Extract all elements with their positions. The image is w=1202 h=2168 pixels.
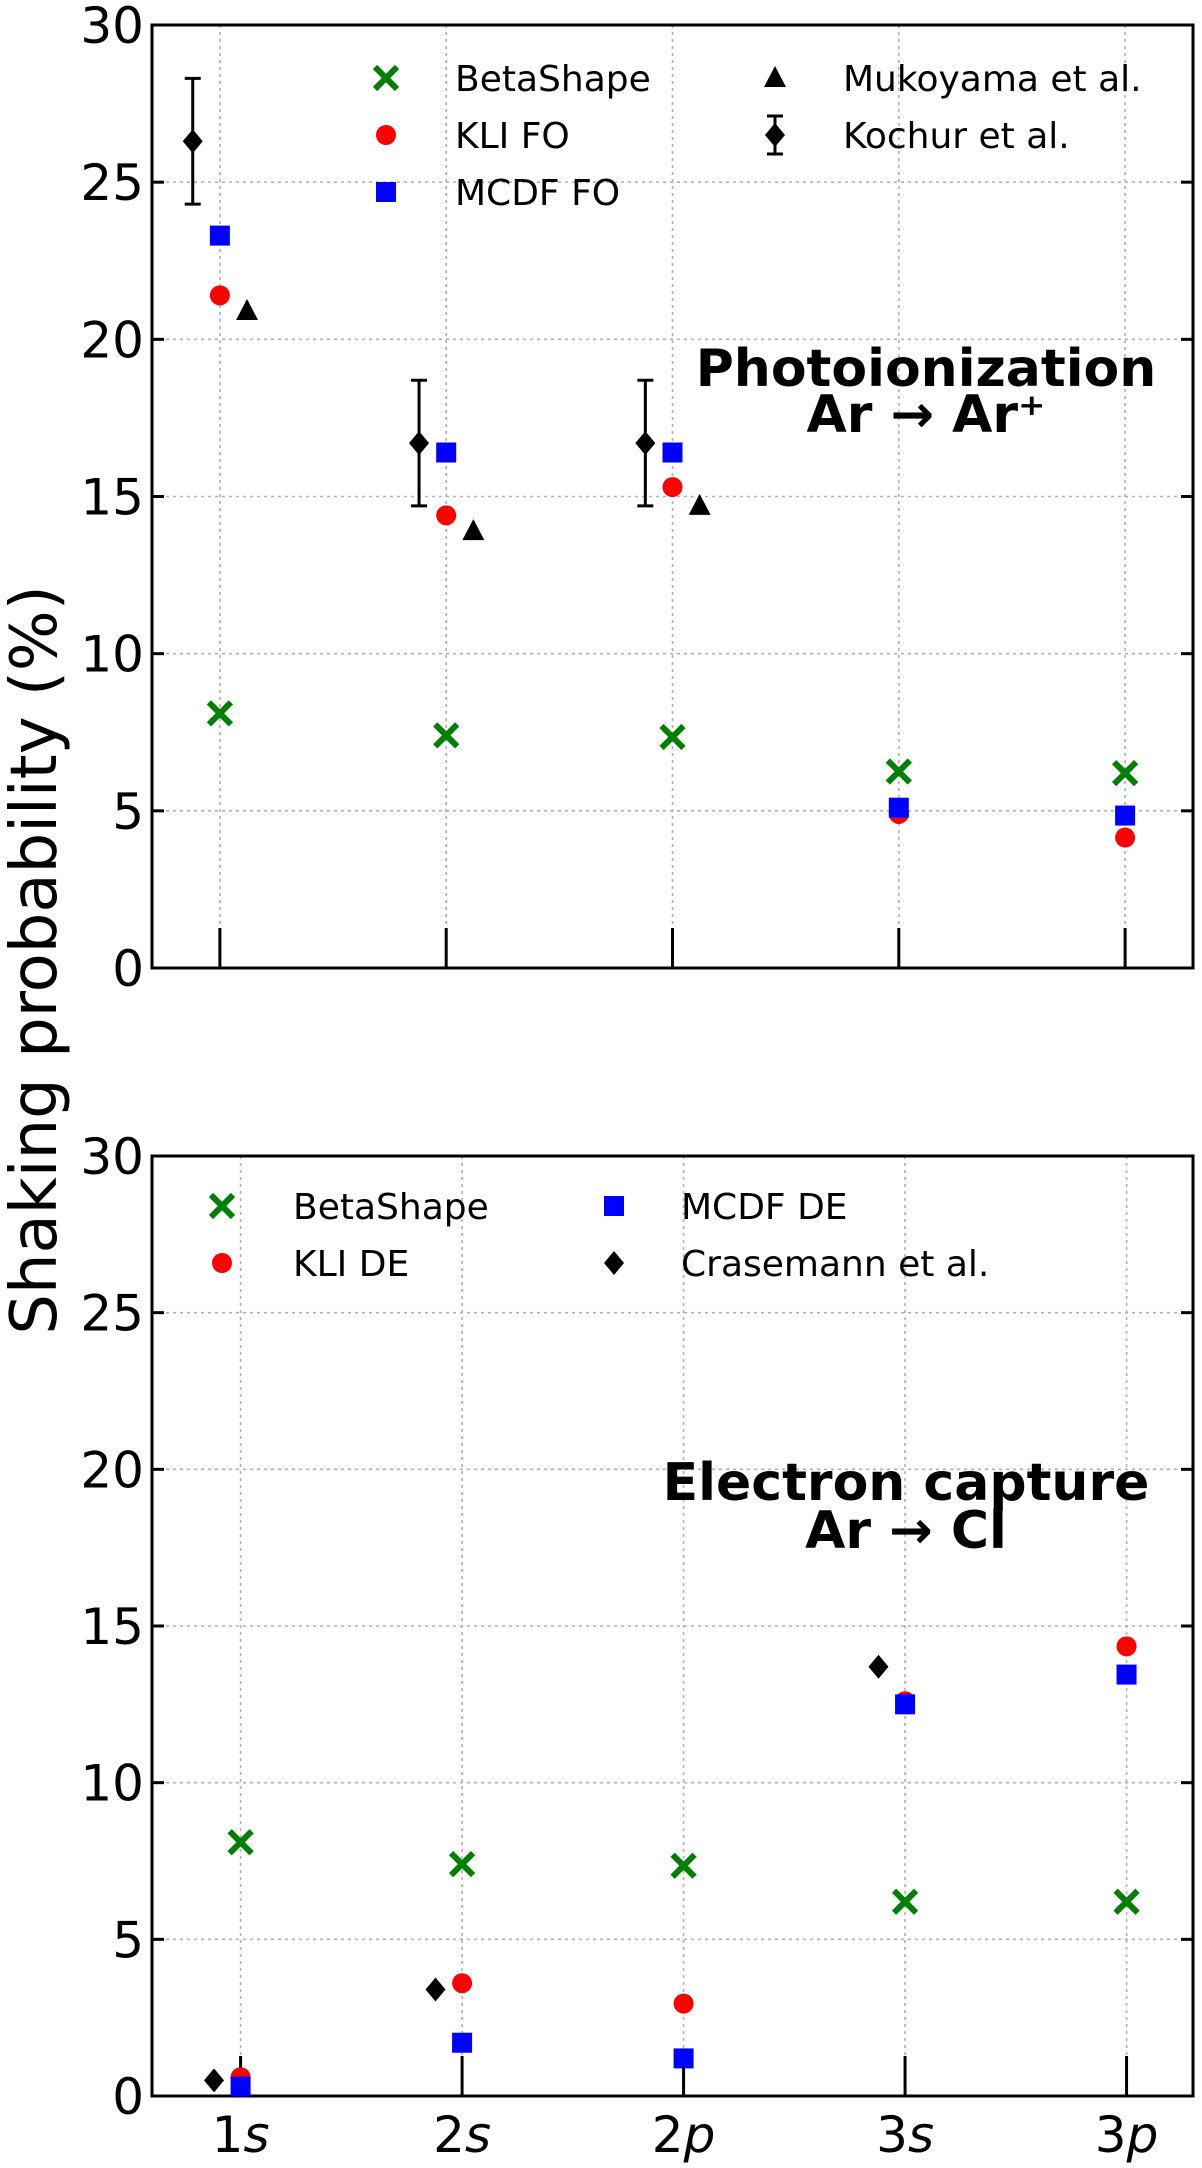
series-crasemann-et-al: [204, 1654, 889, 2093]
data-point-mukoyama-et-al-1s: [236, 299, 259, 321]
data-point-mcdf-fo-3p: [1115, 805, 1136, 826]
y-tick-label: 0: [112, 2068, 144, 2126]
series-mcdf-de: [230, 1664, 1137, 2097]
data-point-betashape-3s: [885, 758, 912, 785]
data-point-mukoyama-et-al-2s: [462, 519, 485, 541]
electron-capture-panel: 0 5 10 15 20 25 30 1s 2s 2p 3s 3p BetaShape KLI DE MCD…: [80, 1128, 1195, 2164]
data-point-betashape-2s: [433, 722, 460, 749]
legend-label-kochur-et-al: Kochur et al.: [843, 116, 1070, 157]
panel-annotation-line: Ar → Ar⁺: [806, 385, 1045, 445]
data-point-mcdf-de-2s: [452, 2032, 473, 2053]
data-point-kochur-et-al-2p: [635, 431, 656, 456]
series-mukoyama-et-al: [236, 299, 711, 541]
legend-marker-betashape: [372, 64, 400, 92]
data-point-mcdf-fo-3s: [888, 797, 909, 818]
legend-label-betashape: BetaShape: [293, 1187, 489, 1228]
legend-label-kli-fo: KLI FO: [455, 116, 570, 157]
legend-marker-mcdf-de: [604, 1196, 624, 1216]
data-point-betashape-3p: [1111, 759, 1139, 787]
data-point-kochur-et-al-2s: [409, 431, 430, 456]
series-mcdf-fo: [209, 225, 1136, 826]
panel-annotation-line: Electron capture: [663, 1453, 1150, 1513]
x-tick-label-2s: 2s: [433, 2106, 491, 2164]
data-point-betashape-3p: [1113, 1888, 1140, 1915]
y-tick-label: 10: [80, 1755, 144, 1813]
data-point-betashape-3s: [891, 1888, 919, 1915]
legend-label-mcdf-de: MCDF DE: [681, 1187, 848, 1228]
y-tick-label: 15: [80, 469, 144, 527]
legend-label-crasemann-et-al: Crasemann et al.: [681, 1244, 989, 1285]
y-tick-label: 5: [112, 783, 144, 841]
legend-marker-kli-de: [212, 1253, 232, 1273]
y-tick-label: 10: [80, 626, 144, 684]
data-point-kochur-et-al-1s: [182, 129, 203, 154]
data-point-mcdf-fo-2p: [662, 442, 683, 463]
data-point-mcdf-de-1s: [230, 2076, 251, 2097]
data-point-crasemann-et-al-3s: [868, 1654, 889, 1679]
legend: BetaShape KLI DE MCDF DE Crasemann et al.: [208, 1187, 989, 1285]
data-point-crasemann-et-al-1s: [204, 2068, 225, 2093]
data-point-kli-fo-2s: [436, 505, 457, 526]
series-kochur-et-al: [182, 76, 656, 508]
data-point-mukoyama-et-al-2p: [688, 493, 711, 515]
y-tick-label: 30: [80, 0, 144, 55]
y-tick-label: 25: [80, 154, 144, 212]
data-point-betashape-2p: [670, 1852, 697, 1879]
y-axis-label: Shaking probability (%): [0, 585, 72, 1334]
legend-marker-mcdf-fo: [376, 182, 396, 202]
legend-marker-kli-fo: [376, 125, 396, 145]
data-point-kli-fo-2p: [662, 477, 683, 498]
data-point-mcdf-de-3p: [1116, 1664, 1137, 1685]
data-point-mcdf-de-3s: [895, 1694, 916, 1715]
data-point-mcdf-de-2p: [673, 2048, 694, 2069]
grid-lines: [152, 1156, 1193, 2096]
legend-label-betashape: BetaShape: [455, 59, 651, 100]
photoionization-panel: 0 5 10 15 20 25 30 BetaShape KLI FO MCDF FO Mukoya…: [80, 0, 1195, 998]
x-tick-label-3s: 3s: [876, 2106, 934, 2164]
legend-marker-mukoyama-et-al: [764, 66, 786, 87]
legend-label-mcdf-fo: MCDF FO: [455, 173, 620, 214]
series-betashape: [227, 1829, 1140, 1915]
y-tick-label: 30: [80, 1128, 144, 1186]
data-point-kli-de-3p: [1116, 1636, 1137, 1657]
y-tick-label: 15: [80, 1598, 144, 1656]
legend: BetaShape KLI FO MCDF FO Mukoyama et al. Koc…: [372, 59, 1142, 214]
data-point-mcdf-fo-1s: [209, 225, 230, 246]
data-point-betashape-2p: [659, 723, 686, 751]
data-point-kli-fo-1s: [209, 285, 230, 306]
x-tick-label-1s: 1s: [212, 2106, 270, 2164]
data-point-betashape-2s: [448, 1851, 476, 1878]
legend-label-mukoyama-et-al: Mukoyama et al.: [843, 59, 1142, 100]
y-tick-label: 25: [80, 1285, 144, 1343]
legend-marker-kochur-et-al: [765, 123, 785, 147]
y-tick-label: 0: [112, 940, 144, 998]
data-point-crasemann-et-al-2s: [425, 1977, 446, 2002]
panel-annotation-line: Ar → Cl: [805, 1501, 1007, 1561]
data-point-betashape-1s: [227, 1829, 254, 1856]
legend-marker-betashape: [208, 1192, 236, 1220]
data-point-kli-de-2s: [452, 1973, 473, 1994]
data-point-betashape-1s: [206, 700, 234, 727]
x-tick-label-2p: 2p: [652, 2106, 716, 2164]
legend-marker-crasemann-et-al: [604, 1251, 624, 1275]
y-tick-label: 20: [80, 311, 144, 369]
series-betashape: [206, 700, 1139, 787]
legend-label-kli-de: KLI DE: [293, 1244, 409, 1285]
data-point-mcdf-fo-2s: [436, 442, 457, 463]
y-tick-label: 20: [80, 1441, 144, 1499]
panel-annotation-line: Photoionization: [696, 339, 1157, 399]
y-tick-label: 5: [112, 1911, 144, 1969]
data-point-kli-fo-3p: [1115, 827, 1136, 848]
data-point-kli-de-2p: [673, 1993, 694, 2014]
x-tick-label-3p: 3p: [1095, 2106, 1159, 2164]
